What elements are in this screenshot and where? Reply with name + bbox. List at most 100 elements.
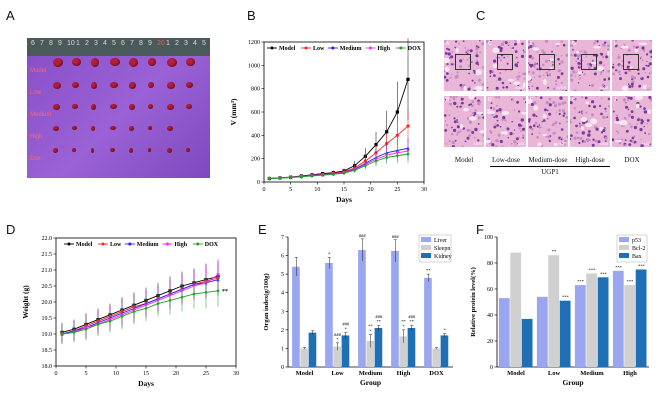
nucleus: [498, 108, 502, 112]
nucleus: [633, 125, 637, 130]
nucleus: [457, 131, 460, 134]
ruler-number: 4: [103, 40, 107, 47]
nucleus: [649, 143, 651, 146]
nucleus: [524, 101, 526, 104]
nucleus: [612, 138, 615, 142]
tissue-texture: [444, 96, 484, 147]
nucleus: [548, 59, 550, 61]
significance-mark: *: [328, 251, 331, 256]
category-label: Medium: [359, 370, 383, 377]
nucleus: [533, 76, 536, 79]
nucleus: [584, 96, 588, 100]
nucleus: [475, 61, 479, 65]
nucleus: [644, 132, 647, 135]
nucleus: [561, 109, 565, 113]
nucleus: [579, 77, 582, 80]
magnification-label: ×200: [598, 85, 608, 90]
y-axis-label: Organ index(g/100g): [263, 273, 270, 330]
panel-letter-e: E: [258, 222, 267, 237]
nucleus: [512, 132, 515, 135]
y-tick-label: 20.5: [42, 284, 53, 290]
nucleus: [456, 105, 459, 108]
vacuole: [549, 58, 554, 61]
nucleus: [499, 72, 501, 74]
vacuole: [606, 50, 610, 56]
x-axis-label: Group: [360, 378, 381, 387]
protein-level-chart: 020406080100Model*****Low*********Medium…: [470, 234, 649, 387]
nucleus: [535, 86, 539, 90]
nucleus: [623, 43, 625, 45]
nucleus: [617, 70, 621, 74]
nucleus: [642, 67, 646, 71]
nucleus: [520, 54, 525, 58]
nucleus: [518, 136, 520, 139]
nucleus: [555, 79, 558, 82]
nucleus: [447, 48, 451, 51]
nucleus: [641, 59, 644, 61]
nucleus: [453, 101, 457, 106]
nucleus: [481, 42, 484, 46]
vacuole: [621, 85, 629, 91]
y-tick-label: 1: [281, 346, 284, 352]
nucleus: [490, 40, 492, 42]
nucleus: [551, 50, 553, 53]
ruler: 6 7 8 9 10 1 2 3 4 5 6 7 8 9 20 1 2 3 4 5: [27, 38, 210, 56]
nucleus: [604, 140, 607, 142]
nucleus: [455, 96, 458, 98]
nucleus: [517, 123, 522, 127]
nucleus: [445, 142, 448, 145]
data-point: [108, 319, 112, 324]
nucleus: [520, 118, 524, 122]
nucleus: [523, 50, 526, 54]
plot-frame: [263, 41, 425, 183]
nucleus: [573, 136, 577, 140]
tumor-volume-chart: 0 5 10 15 20 25 30 0 200 400 600 800 1000 1200 Days V (…: [229, 38, 427, 204]
nucleus: [451, 63, 454, 66]
nucleus: [495, 80, 498, 82]
significance-mark: ***: [627, 279, 635, 284]
significance-mark: **: [377, 319, 382, 324]
nucleus: [444, 120, 447, 122]
bar-bcl-2: [548, 255, 560, 367]
nucleus: [535, 96, 538, 98]
nucleus: [444, 52, 448, 55]
vacuole: [521, 111, 526, 115]
nucleus: [462, 40, 465, 43]
vacuole: [486, 110, 495, 115]
nucleus: [514, 142, 518, 146]
legend-marker: [128, 242, 132, 246]
nucleus: [451, 74, 453, 76]
data-point: [406, 152, 410, 156]
legend-marker: [196, 242, 200, 246]
nucleus: [530, 65, 533, 68]
nucleus: [627, 83, 630, 85]
nucleus: [456, 125, 460, 129]
nucleus: [560, 128, 564, 131]
nucleus: [448, 99, 451, 102]
nucleus: [516, 65, 519, 68]
vacuole: [590, 61, 598, 65]
histology-tile: F ×400: [528, 96, 568, 147]
significance-mark: ###: [392, 234, 400, 239]
legend-swatch: [421, 245, 431, 250]
data-point: [385, 155, 389, 160]
nucleus: [630, 125, 633, 129]
nucleus: [523, 97, 526, 100]
nucleus: [513, 129, 516, 131]
nucleus: [564, 143, 566, 146]
nucleus: [532, 124, 536, 127]
nucleus: [455, 40, 458, 43]
panel-letter-b: B: [247, 8, 256, 23]
significance-mark: **: [368, 324, 373, 329]
nucleus: [450, 76, 452, 79]
nucleus: [577, 82, 580, 84]
nucleus: [643, 125, 645, 128]
tumor: [91, 58, 99, 67]
nucleus: [479, 51, 482, 54]
vacuole: [522, 82, 526, 88]
vacuole: [528, 75, 532, 81]
significance-mark: ###: [359, 233, 367, 238]
data-point: [96, 322, 100, 327]
nucleus: [623, 98, 627, 102]
nucleus: [627, 96, 630, 99]
